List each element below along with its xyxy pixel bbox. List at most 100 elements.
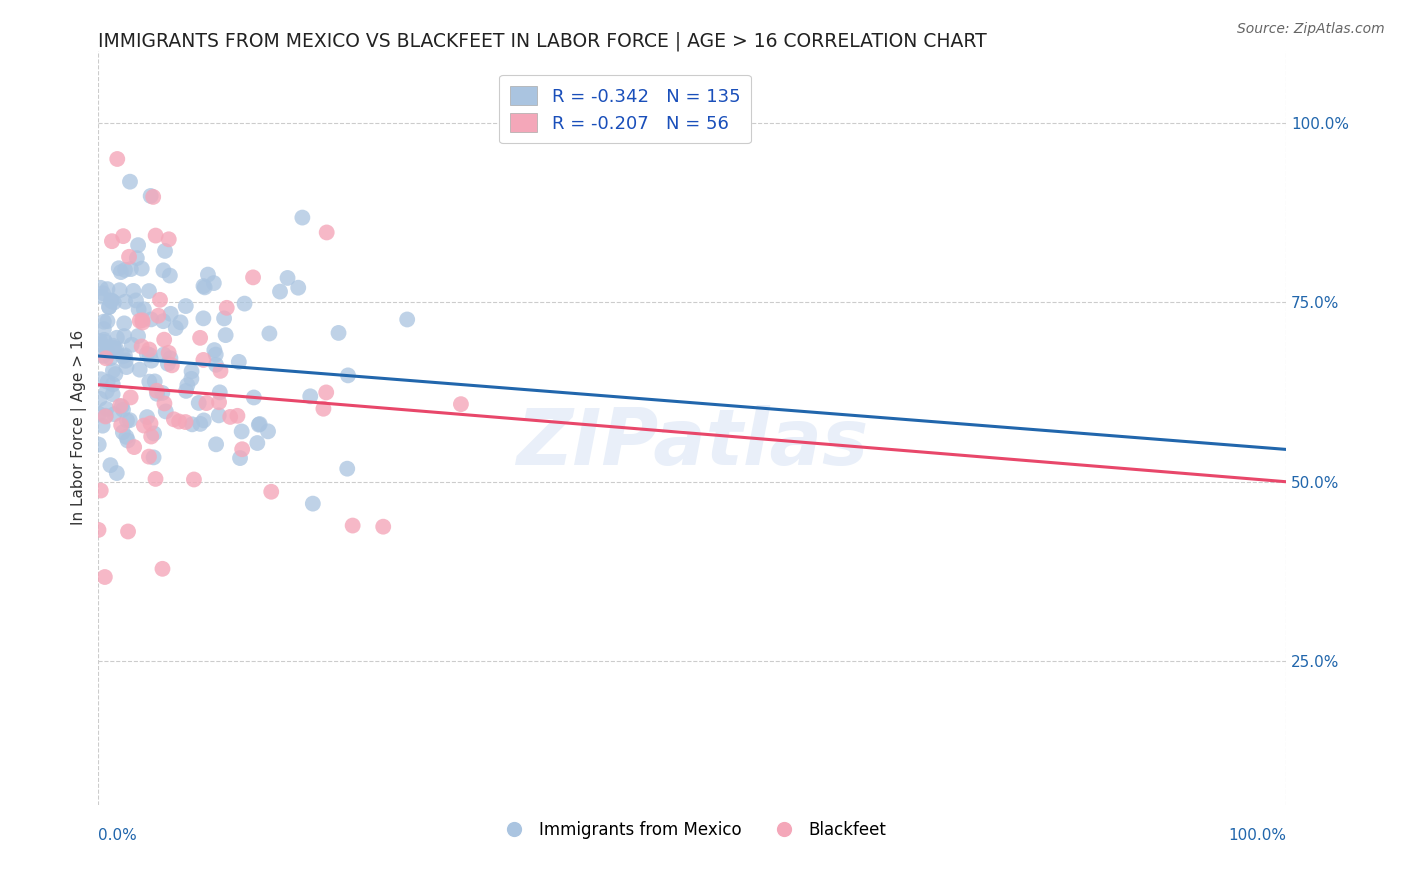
- Point: [243, 391, 266, 405]
- Point: [226, 409, 249, 423]
- Point: [312, 401, 335, 416]
- Point: [205, 358, 228, 372]
- Point: [159, 351, 181, 366]
- Point: [90, 338, 112, 352]
- Point: [159, 307, 181, 321]
- Point: [131, 261, 153, 276]
- Point: [115, 413, 138, 427]
- Point: [89, 392, 111, 406]
- Point: [105, 331, 128, 345]
- Point: [231, 425, 253, 439]
- Point: [110, 418, 132, 433]
- Point: [132, 418, 155, 433]
- Point: [101, 234, 124, 248]
- Point: [117, 524, 139, 539]
- Point: [180, 364, 202, 378]
- Point: [103, 295, 125, 310]
- Point: [450, 397, 472, 411]
- Point: [107, 261, 129, 276]
- Point: [101, 363, 124, 377]
- Point: [249, 417, 271, 431]
- Point: [229, 451, 252, 466]
- Point: [122, 284, 145, 298]
- Point: [125, 293, 148, 308]
- Point: [156, 357, 179, 371]
- Point: [291, 211, 314, 225]
- Point: [337, 368, 360, 383]
- Point: [98, 300, 121, 314]
- Point: [96, 401, 118, 416]
- Point: [139, 348, 162, 362]
- Point: [89, 334, 111, 349]
- Point: [91, 349, 114, 363]
- Point: [115, 360, 138, 375]
- Point: [101, 339, 124, 353]
- Point: [118, 413, 141, 427]
- Y-axis label: In Labor Force | Age > 16: In Labor Force | Age > 16: [72, 330, 87, 525]
- Point: [100, 293, 122, 308]
- Point: [287, 281, 309, 295]
- Point: [100, 458, 122, 472]
- Point: [90, 289, 112, 303]
- Point: [110, 265, 132, 279]
- Text: Source: ZipAtlas.com: Source: ZipAtlas.com: [1237, 22, 1385, 37]
- Point: [157, 232, 180, 246]
- Text: IMMIGRANTS FROM MEXICO VS BLACKFEET IN LABOR FORCE | AGE > 16 CORRELATION CHART: IMMIGRANTS FROM MEXICO VS BLACKFEET IN L…: [98, 31, 987, 51]
- Point: [96, 282, 118, 296]
- Point: [111, 425, 134, 440]
- Point: [159, 268, 181, 283]
- Point: [208, 385, 231, 400]
- Point: [105, 152, 128, 166]
- Point: [163, 412, 186, 426]
- Point: [342, 518, 364, 533]
- Point: [105, 466, 128, 480]
- Point: [145, 228, 167, 243]
- Point: [91, 418, 114, 433]
- Point: [118, 250, 141, 264]
- Point: [142, 450, 165, 465]
- Point: [120, 391, 142, 405]
- Point: [103, 341, 125, 355]
- Point: [277, 271, 299, 285]
- Point: [148, 309, 170, 323]
- Point: [120, 262, 142, 277]
- Point: [90, 372, 112, 386]
- Point: [176, 378, 198, 392]
- Point: [132, 302, 155, 317]
- Point: [94, 570, 117, 584]
- Point: [197, 268, 219, 282]
- Point: [315, 385, 337, 400]
- Point: [246, 436, 269, 450]
- Point: [212, 311, 235, 326]
- Point: [94, 409, 117, 423]
- Text: 100.0%: 100.0%: [1227, 828, 1286, 843]
- Point: [139, 417, 162, 431]
- Point: [228, 355, 250, 369]
- Point: [204, 347, 226, 361]
- Point: [259, 326, 281, 341]
- Point: [91, 286, 114, 301]
- Point: [94, 409, 117, 424]
- Point: [105, 342, 128, 356]
- Point: [193, 353, 215, 368]
- Point: [96, 343, 118, 358]
- Point: [93, 333, 115, 347]
- Point: [143, 426, 166, 441]
- Point: [111, 400, 134, 414]
- Point: [193, 413, 215, 427]
- Text: ZIPatlas: ZIPatlas: [516, 405, 869, 481]
- Point: [247, 417, 270, 432]
- Point: [128, 362, 150, 376]
- Point: [208, 395, 231, 409]
- Point: [202, 343, 225, 357]
- Point: [87, 407, 110, 421]
- Point: [174, 299, 197, 313]
- Point: [188, 417, 211, 431]
- Point: [214, 328, 236, 343]
- Point: [90, 483, 112, 498]
- Point: [152, 562, 174, 576]
- Point: [336, 461, 359, 475]
- Point: [146, 386, 169, 401]
- Point: [87, 523, 110, 537]
- Point: [122, 440, 145, 454]
